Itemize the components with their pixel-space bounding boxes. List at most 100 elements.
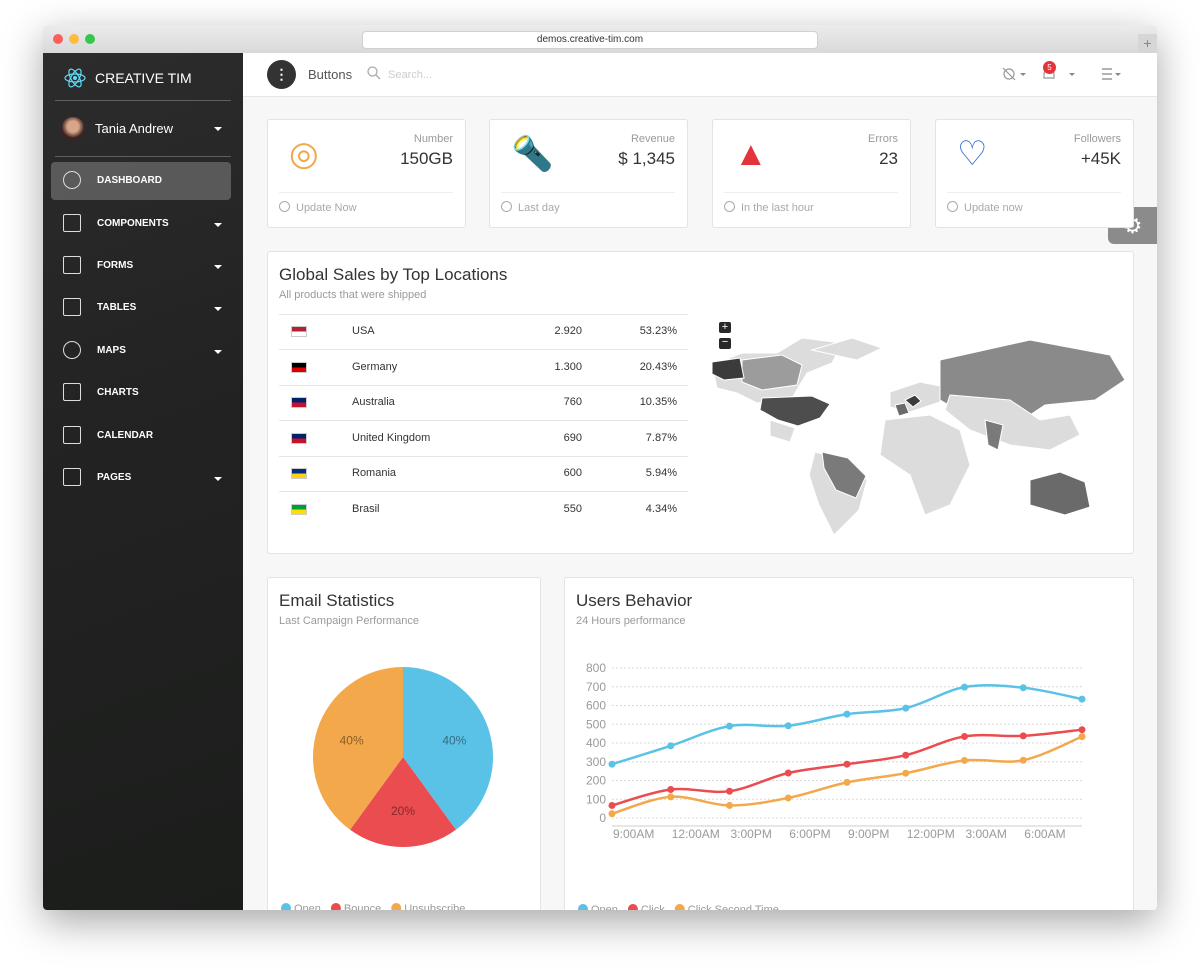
menu-item[interactable]: COMPONENTS: [97, 218, 169, 229]
stage: demos.creative-tim.com + CREATIVE TIM Ta…: [43, 25, 1157, 910]
line-series: [611, 684, 1083, 766]
legend-marker: [578, 904, 588, 910]
footer-icon: [724, 201, 735, 212]
caret: [214, 477, 222, 481]
sales-value: 600: [563, 467, 582, 479]
brand-name[interactable]: CREATIVE TIM: [95, 70, 192, 86]
caret: [214, 127, 222, 131]
slice-label: 20%: [391, 804, 415, 818]
table-line: [279, 420, 688, 421]
zoom-out[interactable]: −: [719, 337, 731, 349]
menu-icon: [63, 468, 81, 486]
menu-toggle[interactable]: ⋮: [267, 60, 296, 89]
stat-value: 23: [879, 149, 898, 168]
charts: 40% 20% 40% Open Bounce Unsubscribe 0 100 200 300…: [281, 661, 1086, 910]
x-tick-label: 6:00AM: [1024, 827, 1065, 841]
world-map: [711, 337, 1126, 536]
data-point: [902, 751, 910, 759]
y-tick-label: 400: [586, 736, 606, 750]
stat-footer[interactable]: Update now: [964, 202, 1023, 214]
card-title: Email Statistics: [279, 591, 395, 610]
data-point: [667, 786, 675, 793]
menu-icon: [63, 214, 81, 232]
search-input[interactable]: Search...: [388, 69, 433, 81]
line-series: [611, 735, 1083, 815]
menu-item[interactable]: FORMS: [97, 260, 134, 271]
data-point: [843, 760, 851, 768]
data-point: [961, 732, 968, 740]
x-tick-label: 12:00AM: [672, 827, 720, 841]
menu-item[interactable]: CHARTS: [97, 387, 139, 398]
flag: [291, 326, 307, 337]
legend-marker: [674, 904, 685, 910]
menu-item[interactable]: DASHBOARD: [97, 175, 162, 186]
data-point: [1019, 756, 1027, 764]
stat-footer[interactable]: Last day: [518, 202, 560, 214]
pie-slice: [313, 667, 403, 830]
minimize-button[interactable]: [69, 34, 79, 44]
y-tick-label: 700: [586, 680, 606, 694]
sales-percent: 7.87%: [645, 431, 677, 444]
menu-item[interactable]: PAGES: [97, 472, 132, 483]
country: Australia: [352, 396, 395, 408]
x-tick-label: 12:00PM: [907, 827, 955, 841]
flag: [291, 468, 307, 479]
avatar: [61, 117, 85, 141]
sales-value: 690: [563, 431, 582, 444]
sales-percent: 4.34%: [645, 502, 677, 515]
caret: [214, 350, 222, 354]
stat-footer[interactable]: Update Now: [296, 202, 357, 214]
stat-value: +45K: [1080, 149, 1121, 168]
country: United Kingdom: [352, 431, 431, 444]
stat-value: 150GB: [400, 149, 453, 168]
flag: [291, 397, 307, 408]
y-tick-label: 0: [599, 811, 606, 825]
data-point: [726, 801, 733, 809]
legend-marker: [281, 903, 291, 910]
address-bar[interactable]: demos.creative-tim.com: [362, 31, 818, 49]
country: Brasil: [352, 502, 380, 515]
sales-value: 550: [563, 502, 582, 515]
sidebar: [43, 53, 243, 910]
caret: [214, 265, 222, 269]
menu-item[interactable]: MAPS: [97, 345, 126, 356]
country: Romania: [352, 467, 397, 479]
card-subtitle: 24 Hours performance: [576, 615, 686, 627]
close-button[interactable]: [53, 34, 63, 44]
divider: [947, 192, 1121, 193]
data-point: [667, 742, 675, 750]
table-line: [279, 384, 688, 386]
user-name[interactable]: Tania Andrew: [95, 121, 174, 136]
x-tick-label: 9:00AM: [613, 827, 654, 841]
stat-icon: ♡: [957, 135, 988, 173]
footer-icon: [501, 201, 512, 212]
data-point: [608, 810, 616, 818]
legend-label: Open: [591, 904, 618, 910]
caret: [214, 223, 222, 227]
brand-logo: [64, 68, 86, 88]
menu-icon: [63, 383, 81, 401]
y-tick-label: 100: [586, 792, 606, 806]
stat-icon: ▲: [734, 135, 768, 173]
stat-label: Number: [413, 133, 453, 145]
sales-value: 760: [563, 396, 582, 408]
notification-badge[interactable]: 5: [1043, 61, 1056, 74]
zoom-button[interactable]: [85, 34, 95, 44]
active-item: [51, 162, 231, 200]
table-line: [279, 455, 688, 457]
search-icon: [367, 66, 381, 80]
menu-item[interactable]: CALENDAR: [97, 430, 154, 441]
navbar-title[interactable]: Buttons: [308, 67, 353, 82]
y-tick-label: 800: [586, 661, 606, 675]
menu-item[interactable]: TABLES: [97, 302, 137, 313]
sales-percent: 20.43%: [639, 360, 677, 373]
zoom-in[interactable]: +: [719, 322, 731, 333]
card-subtitle: Last Campaign Performance: [279, 615, 420, 627]
data-point: [843, 778, 851, 786]
stat-footer[interactable]: In the last hour: [741, 202, 814, 214]
slice-label: 40%: [340, 733, 364, 747]
divider: [724, 192, 898, 193]
new-tab[interactable]: +: [1138, 34, 1157, 53]
table-line: [279, 491, 688, 492]
